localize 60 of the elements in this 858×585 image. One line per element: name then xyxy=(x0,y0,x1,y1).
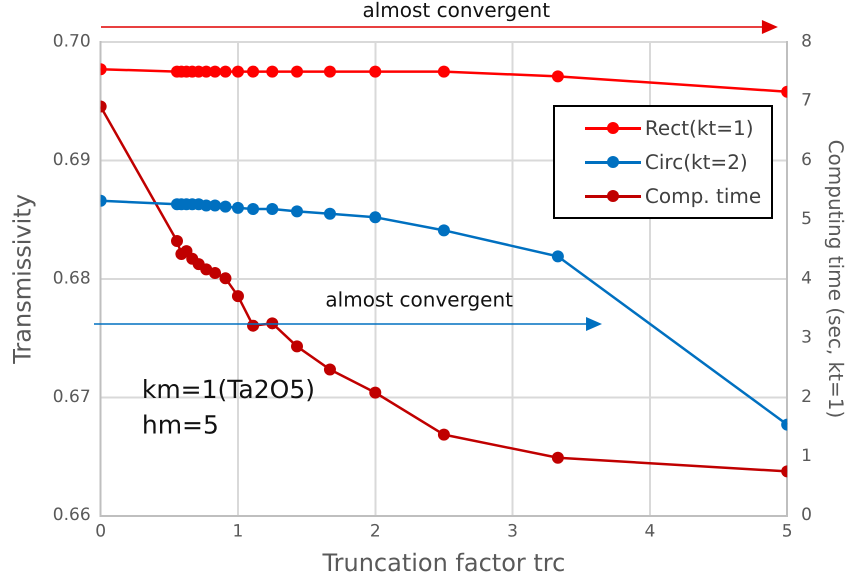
point xyxy=(438,66,450,78)
point xyxy=(180,245,192,258)
annotation: hm=5 xyxy=(142,410,219,440)
point xyxy=(266,203,278,216)
point xyxy=(219,272,232,284)
point xyxy=(219,200,232,213)
point xyxy=(247,203,260,216)
point xyxy=(552,250,564,262)
point xyxy=(324,364,336,376)
annotation: km=1(Ta2O5) xyxy=(142,374,315,404)
x-tick-label: 3 xyxy=(507,521,518,542)
point xyxy=(291,66,303,78)
point xyxy=(219,66,232,78)
legend-label: Circ(kt=2) xyxy=(644,149,748,176)
legend-label: Comp. time xyxy=(644,183,762,210)
y-tick-label: 0.68 xyxy=(52,268,91,288)
point xyxy=(369,211,382,224)
y-tick-label: 0.67 xyxy=(52,386,91,407)
point xyxy=(369,66,382,78)
point xyxy=(170,234,183,247)
point xyxy=(369,386,382,399)
point xyxy=(232,202,244,214)
y2-tick-label: 1 xyxy=(801,446,812,466)
y-tick-label: 0.66 xyxy=(52,505,91,526)
point xyxy=(324,208,336,220)
x-tick-label: 2 xyxy=(370,521,381,542)
point xyxy=(209,66,222,78)
y2-axis-title: Computing time (sec, kt=1) xyxy=(824,140,848,418)
point xyxy=(209,199,222,212)
y-tick-label: 0.70 xyxy=(52,31,91,52)
y2-tick-label: 2 xyxy=(801,386,812,407)
point xyxy=(324,66,336,78)
y2-tick-label: 4 xyxy=(801,268,812,288)
x-tick-label: 4 xyxy=(644,521,656,542)
point xyxy=(291,205,303,218)
text: almost convergent xyxy=(362,0,550,22)
y2-tick-label: 7 xyxy=(801,90,812,111)
point xyxy=(209,266,222,279)
y2-tick-label: 5 xyxy=(801,209,812,230)
y-axis-title: Transmissivity xyxy=(8,194,37,365)
point xyxy=(266,66,278,78)
x-tick-label: 5 xyxy=(782,521,793,542)
y-tick-label: 0.69 xyxy=(52,150,91,170)
point xyxy=(291,340,303,352)
x-axis-title: Truncation factor trc xyxy=(322,548,566,577)
point xyxy=(552,70,564,82)
x-tick-label: 0 xyxy=(95,521,106,542)
point xyxy=(232,66,244,78)
point xyxy=(438,224,450,236)
point xyxy=(232,290,244,302)
annotation: almost convergent xyxy=(325,288,514,312)
y2-tick-label: 6 xyxy=(801,150,812,170)
y2-tick-label: 8 xyxy=(801,31,812,52)
y2-tick-label: 0 xyxy=(801,505,812,526)
point xyxy=(552,452,564,464)
x-tick-label: 1 xyxy=(232,521,244,542)
point xyxy=(438,428,450,441)
legend-label: Rect(kt=1) xyxy=(644,115,754,142)
y2-tick-label: 3 xyxy=(801,328,812,348)
point xyxy=(247,66,260,78)
